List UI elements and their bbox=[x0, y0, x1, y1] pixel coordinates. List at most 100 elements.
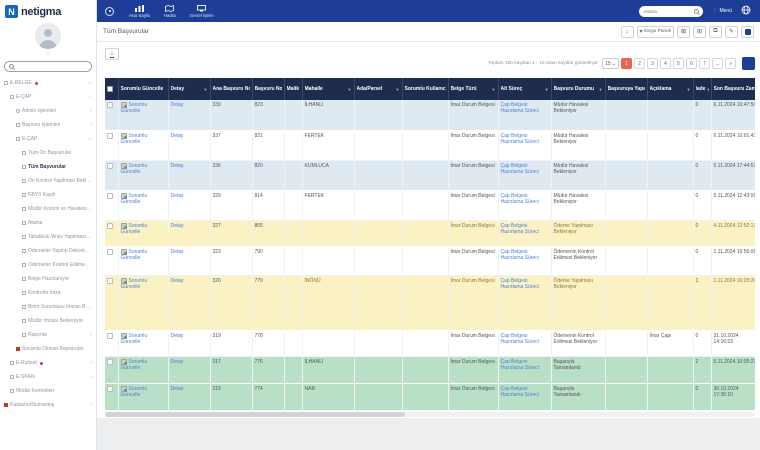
select-all-checkbox[interactable] bbox=[107, 86, 113, 92]
sorumlu-guncelle-link[interactable]: Sorumlu Güncelle bbox=[120, 277, 148, 290]
sorgu-paneli-button[interactable]: ▾ Sorgu Paneli bbox=[636, 25, 674, 38]
nav-brand-icon[interactable] bbox=[105, 6, 114, 16]
row-checkbox[interactable] bbox=[107, 222, 113, 229]
scrollbar-thumb[interactable] bbox=[105, 412, 405, 417]
sidebar-search-input[interactable] bbox=[16, 64, 86, 69]
sidebar-item-admin-i-şlemleri[interactable]: Admin İşlemleri › bbox=[0, 104, 96, 118]
sidebar-item-kadastro-numarataj[interactable]: Kadastro/Numarataj › bbox=[0, 398, 96, 412]
nav-search-input[interactable] bbox=[643, 8, 690, 14]
page-7-button[interactable]: 7 bbox=[699, 58, 710, 69]
sidebar-item-belge-hazırlanıyor[interactable]: Belge Hazırlanıyor bbox=[0, 272, 96, 286]
col-header-alt_surec[interactable]: Alt Süreç ▼ bbox=[498, 78, 552, 100]
chevron-right-icon[interactable]: › bbox=[90, 373, 92, 380]
filter-icon[interactable]: ▼ bbox=[491, 86, 496, 92]
sidebar-item-e-skan[interactable]: E-SKAN › bbox=[0, 370, 96, 384]
filter-icon[interactable]: ▼ bbox=[544, 86, 549, 92]
chevron-right-icon[interactable]: › bbox=[90, 331, 92, 338]
sorumlu-guncelle-link[interactable]: Sorumlu Güncelle bbox=[120, 162, 148, 175]
row-checkbox[interactable] bbox=[107, 192, 113, 199]
col-header-detay[interactable]: Detay ▼ bbox=[168, 78, 211, 100]
detay-link[interactable]: Detay bbox=[170, 222, 184, 229]
download-button[interactable]: ↓ bbox=[620, 25, 634, 38]
filter-icon[interactable]: ▼ bbox=[395, 86, 400, 92]
col-header-malik[interactable]: Malik▼ bbox=[284, 78, 303, 100]
col-header-sorumlu_kullanici[interactable]: Sorumlu Kullanıcı▼ bbox=[402, 78, 449, 100]
col-header-basvuruya_yapan[interactable]: Başvuruya Yapan▼ bbox=[605, 78, 648, 100]
chevron-right-icon[interactable]: › bbox=[90, 121, 92, 128]
nav-item-harita[interactable]: Harita bbox=[157, 0, 183, 22]
detay-link[interactable]: Detay bbox=[170, 192, 184, 199]
col-header-aciklama[interactable]: Açıklama ▼ bbox=[647, 78, 694, 100]
sidebar-search[interactable] bbox=[4, 61, 92, 72]
row-checkbox[interactable] bbox=[107, 277, 113, 284]
filter-icon[interactable]: ▼ bbox=[707, 87, 709, 92]
sidebar-item-e-çap[interactable]: E-ÇAP ⌄ bbox=[0, 132, 96, 146]
app-logo[interactable]: N netigma bbox=[0, 0, 96, 20]
sidebar-item-ödemenin-kontrol-edilmesi-bekl-[interactable]: Ödemenin Kontrol Edilmesi Bekl... bbox=[0, 258, 96, 272]
export-button[interactable]: ↓ bbox=[105, 48, 119, 60]
page-size-select[interactable]: 15 ⌄ bbox=[602, 58, 619, 69]
sorumlu-guncelle-link[interactable]: Sorumlu Güncelle bbox=[120, 332, 148, 345]
chevron-down-icon[interactable]: ⌄ bbox=[87, 79, 92, 86]
sidebar-item-tahakkuk-arşiv-yapılması-beklen-[interactable]: Tahakkuk /Arşiv Yapılması (Beklen... bbox=[0, 230, 96, 244]
filter-icon[interactable]: ▼ bbox=[686, 86, 691, 92]
sorumlu-guncelle-link[interactable]: Sorumlu Güncelle bbox=[120, 132, 148, 145]
sidebar-item-ödemenin-yapılıp-dekontun-yükl-[interactable]: Ödemenin Yapılıp Dekontun Yükl... bbox=[0, 244, 96, 258]
row-checkbox[interactable] bbox=[107, 358, 113, 365]
sorumlu-guncelle-link[interactable]: Sorumlu Güncelle bbox=[120, 385, 148, 398]
page-6-button[interactable]: 6 bbox=[686, 58, 697, 69]
col-header-check[interactable] bbox=[105, 78, 119, 100]
sidebar-item-müdür-kontrol-ve-havalesi-bekle-[interactable]: Müdür Kontrol ve Havalesi Bekle... bbox=[0, 202, 96, 216]
detay-link[interactable]: Detay bbox=[170, 358, 184, 365]
alt-surec-link[interactable]: Çap Belgesi Hazırlama Süreci bbox=[500, 358, 539, 371]
alt-surec-link[interactable]: Çap Belgesi Hazırlama Süreci bbox=[500, 277, 539, 290]
alt-surec-link[interactable]: Çap Belgesi Hazırlama Süreci bbox=[500, 162, 539, 175]
row-checkbox[interactable] bbox=[107, 385, 113, 392]
alt-surec-link[interactable]: Çap Belgesi Hazırlama Süreci bbox=[500, 192, 539, 205]
sidebar-item-başvuru-i-şlemleri[interactable]: Başvuru İşlemleri › bbox=[0, 118, 96, 132]
grid-view-button[interactable]: ⊞ bbox=[693, 25, 706, 38]
sorumlu-guncelle-link[interactable]: Sorumlu Güncelle bbox=[120, 102, 148, 114]
sidebar-item-ön-kontrol-yapılması-bekleniyor[interactable]: Ön Kontrol Yapılması Bekleniyor bbox=[0, 174, 96, 188]
sorumlu-guncelle-link[interactable]: Sorumlu Güncelle bbox=[120, 222, 148, 235]
horizontal-scrollbar[interactable] bbox=[105, 412, 755, 417]
nav-item-genel-i-lem[interactable]: Genel İşlem bbox=[183, 0, 221, 22]
col-header-mahalle[interactable]: Mahalle ▼ bbox=[302, 78, 355, 100]
chevron-right-icon[interactable]: › bbox=[90, 107, 92, 114]
sidebar-item-kontrolör-i-mza[interactable]: Kontrolör İmza bbox=[0, 286, 96, 300]
sidebar-item-e-ruhsat[interactable]: E-Ruhsat › bbox=[0, 356, 96, 370]
detay-link[interactable]: Detay bbox=[170, 248, 184, 255]
sidebar-item-atama[interactable]: Atama bbox=[0, 216, 96, 230]
alt-surec-link[interactable]: Çap Belgesi Hazırlama Süreci bbox=[500, 132, 539, 145]
sidebar-item-e-çap[interactable]: E-ÇAP ⌄ bbox=[0, 90, 96, 104]
globe-icon[interactable] bbox=[741, 2, 751, 20]
chevron-right-icon[interactable]: › bbox=[90, 401, 92, 408]
copy-button[interactable]: ⧉ bbox=[709, 25, 722, 38]
sidebar-item-tüm-başvurular[interactable]: Tüm Başvurular bbox=[0, 160, 96, 174]
row-checkbox[interactable] bbox=[107, 248, 113, 255]
sidebar-item-kbys-kaydı[interactable]: KBYS Kaydı bbox=[0, 188, 96, 202]
chevron-right-icon[interactable]: › bbox=[90, 359, 92, 366]
nav-search[interactable] bbox=[639, 5, 704, 17]
page-5-button[interactable]: 5 bbox=[673, 58, 684, 69]
sidebar-item-sorumlu-olunan-başvurular[interactable]: Sorumlu Olunan Başvurular bbox=[0, 342, 96, 356]
alt-surec-link[interactable]: Çap Belgesi Hazırlama Süreci bbox=[500, 222, 539, 235]
page-...-button[interactable]: ... bbox=[712, 58, 723, 69]
sidebar-item-birim-sorumlusu-i-mzası-bekleni-[interactable]: Birim Sorumlusu İmzası Bekleni... bbox=[0, 300, 96, 314]
sidebar-item-tüm-ön-başvurular[interactable]: Tüm Ön Başvurular bbox=[0, 146, 96, 160]
col-header-belge_turu[interactable]: Belge Türü ▼ bbox=[448, 78, 499, 100]
filter-icon[interactable]: ▼ bbox=[347, 86, 352, 92]
grid-settings-button[interactable] bbox=[742, 57, 755, 70]
detay-link[interactable]: Detay bbox=[170, 332, 184, 339]
delete-button[interactable]: ⊠ bbox=[677, 25, 690, 38]
row-checkbox[interactable] bbox=[107, 102, 113, 108]
col-header-sorumlu_guncelle[interactable]: Sorumlu Güncelle bbox=[118, 78, 169, 100]
alt-surec-link[interactable]: Çap Belgesi Hazırlama Süreci bbox=[500, 332, 539, 345]
page-2-button[interactable]: 2 bbox=[634, 58, 645, 69]
alt-surec-link[interactable]: Çap Belgesi Hazırlama Süreci bbox=[500, 102, 539, 114]
page-4-button[interactable]: 4 bbox=[660, 58, 671, 69]
chevron-down-icon[interactable]: ⌄ bbox=[87, 93, 92, 100]
sidebar-item-e-belge[interactable]: E-BELGE ⌄ bbox=[0, 76, 96, 90]
col-header-ana_basvuru_no[interactable]: Ana Başvuru No▼ bbox=[210, 78, 253, 100]
filter-icon[interactable]: ▼ bbox=[203, 86, 208, 92]
